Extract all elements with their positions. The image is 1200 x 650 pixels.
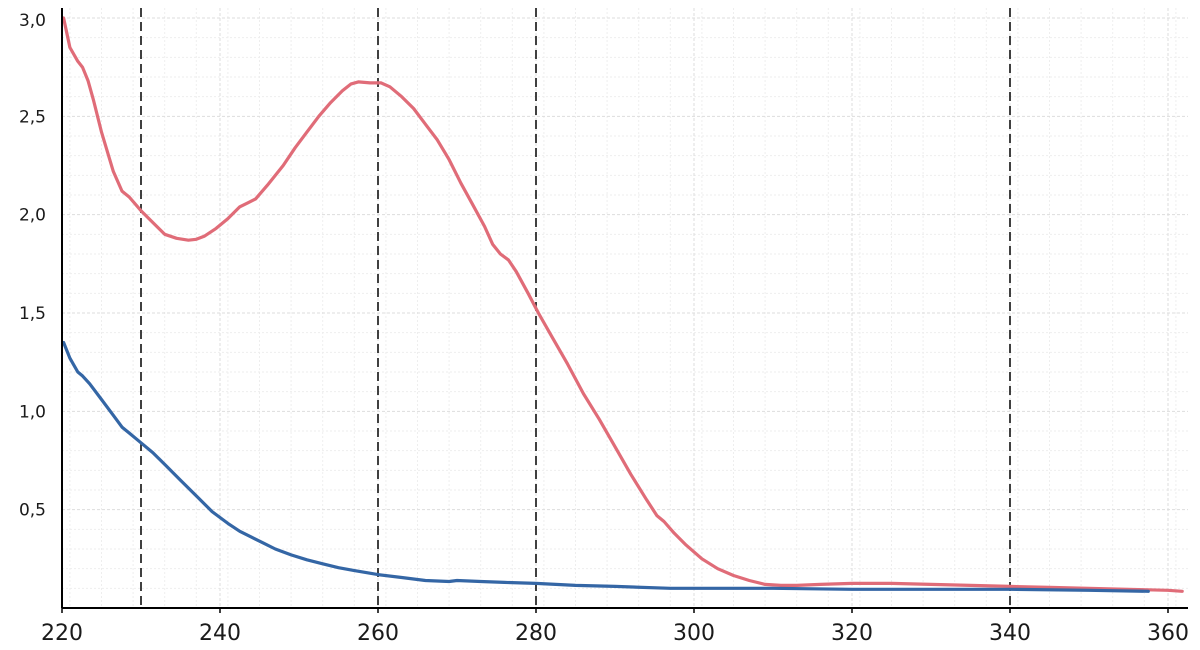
y-axis-ticks: 0,5 1,0 1,5 2,0 2,5 3,0	[19, 11, 46, 521]
x-tick-label: 260	[357, 621, 399, 646]
series-line-1	[62, 16, 1184, 593]
y-tick-label: 1,5	[19, 304, 46, 324]
major-grid	[61, 8, 1188, 608]
x-tick-label: 240	[199, 621, 241, 646]
minor-grid	[62, 8, 1188, 608]
series-lines	[62, 16, 1184, 593]
series-line-2	[62, 340, 1150, 593]
y-tick-label: 0,5	[19, 501, 46, 521]
x-tick-label: 340	[989, 621, 1031, 646]
x-axis-ticks: 220 240 260 280 300 320 340 360	[41, 608, 1189, 646]
y-tick-label: 2,5	[19, 107, 46, 127]
x-tick-label: 280	[515, 621, 557, 646]
y-tick-label: 3,0	[19, 11, 46, 31]
y-tick-label: 2,0	[19, 206, 46, 226]
x-tick-label: 220	[41, 621, 83, 646]
y-tick-label: 1,0	[19, 402, 46, 422]
axes	[61, 8, 1188, 609]
x-tick-label: 320	[831, 621, 873, 646]
x-tick-label: 360	[1147, 621, 1189, 646]
x-tick-label: 300	[673, 621, 715, 646]
